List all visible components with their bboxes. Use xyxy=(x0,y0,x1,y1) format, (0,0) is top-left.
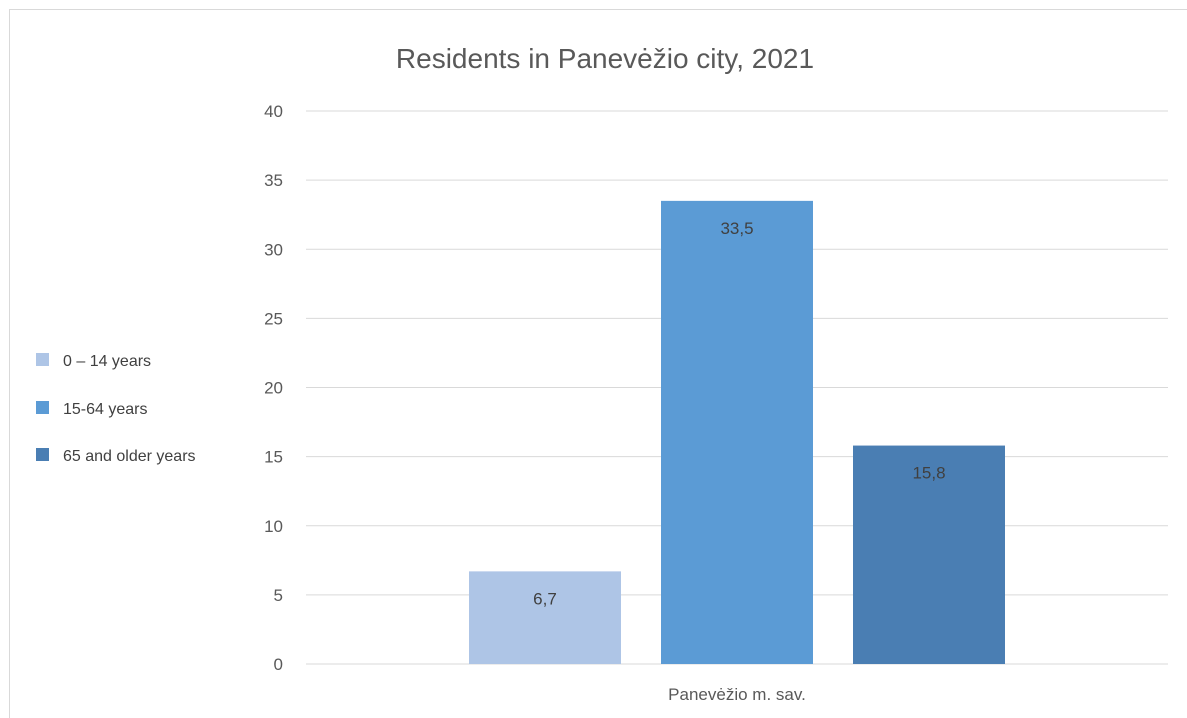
y-tick-label: 35 xyxy=(264,171,283,190)
y-axis-tick-labels: 0 5 10 15 20 25 30 35 40 xyxy=(264,102,283,674)
data-label-series-0: 6,7 xyxy=(533,589,557,608)
y-tick-label: 40 xyxy=(264,102,283,121)
y-tick-label: 10 xyxy=(264,517,283,536)
bar-series-0 xyxy=(469,571,621,664)
legend-swatch-0 xyxy=(36,353,49,366)
data-label-series-1: 33,5 xyxy=(720,219,753,238)
data-label-series-2: 15,8 xyxy=(912,464,945,483)
y-tick-label: 30 xyxy=(264,240,283,259)
x-tick-label: Panevėžio m. sav. xyxy=(668,685,806,704)
y-tick-label: 15 xyxy=(264,448,283,467)
legend-swatch-1 xyxy=(36,401,49,414)
bar-series-1 xyxy=(661,200,813,665)
y-tick-label: 25 xyxy=(264,309,283,328)
data-labels: 6,7 33,5 15,8 xyxy=(533,219,945,609)
legend-label-2: 65 and older years xyxy=(63,448,196,465)
legend-label-0: 0 – 14 years xyxy=(63,353,151,370)
y-tick-label: 0 xyxy=(274,655,283,674)
x-axis-tick-labels: Panevėžio m. sav. xyxy=(668,685,806,704)
bars xyxy=(469,200,1005,665)
chart-title: Residents in Panevėžio city, 2021 xyxy=(396,43,814,74)
legend-swatch-2 xyxy=(36,448,49,461)
y-tick-label: 5 xyxy=(274,586,283,605)
y-tick-label: 20 xyxy=(264,379,283,398)
bar-series-2 xyxy=(853,445,1005,664)
legend: 0 – 14 years 15-64 years 65 and older year… xyxy=(36,353,196,465)
legend-label-1: 15-64 years xyxy=(63,401,148,418)
